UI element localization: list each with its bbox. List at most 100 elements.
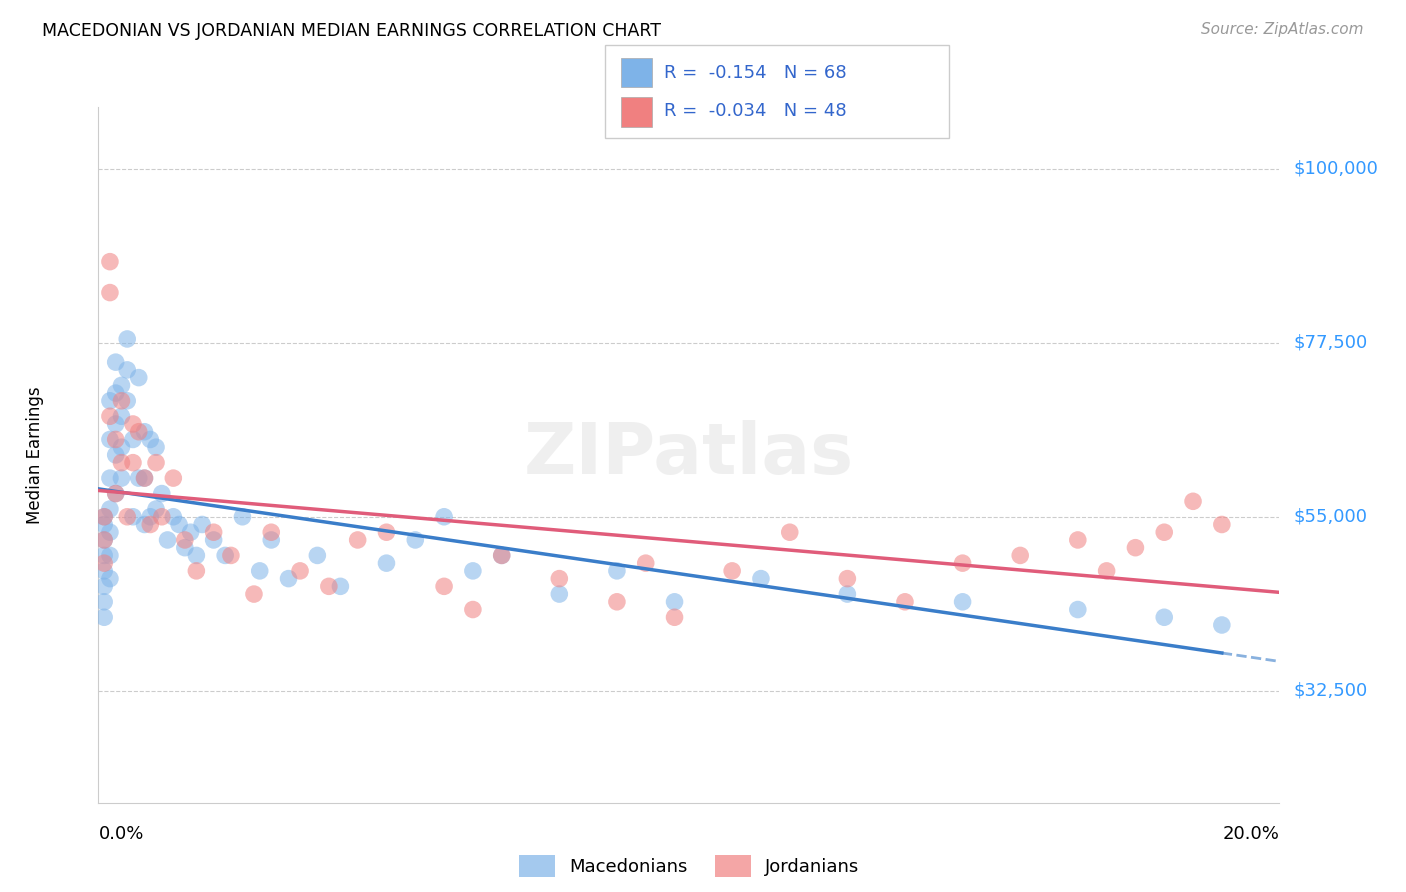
Point: [93, 509, 115, 524]
Point: [104, 417, 127, 431]
Point: [104, 448, 127, 462]
Point: [110, 409, 132, 424]
Text: $32,500: $32,500: [1294, 681, 1368, 699]
Point: [115, 393, 138, 408]
Point: [98, 572, 121, 586]
Point: [93, 509, 115, 524]
Point: [173, 533, 195, 547]
Point: [260, 525, 283, 540]
Point: [491, 549, 513, 563]
Point: [433, 579, 456, 593]
Point: [110, 393, 132, 408]
Point: [145, 502, 167, 516]
Point: [162, 471, 184, 485]
Point: [952, 556, 974, 570]
Point: [134, 517, 156, 532]
Point: [186, 549, 208, 563]
Point: [93, 549, 115, 563]
Point: [1010, 549, 1032, 563]
Text: Median Earnings: Median Earnings: [27, 386, 44, 524]
Point: [548, 587, 571, 601]
Point: [219, 549, 242, 563]
Point: [104, 486, 127, 500]
Point: [156, 533, 179, 547]
Point: [128, 370, 150, 384]
Point: [375, 525, 398, 540]
Point: [491, 549, 513, 563]
Point: [606, 564, 628, 578]
Point: [98, 285, 121, 300]
Point: [110, 471, 132, 485]
Point: [721, 564, 744, 578]
Point: [104, 386, 127, 401]
Point: [952, 595, 974, 609]
Point: [98, 409, 121, 424]
Point: [329, 579, 352, 593]
Legend: Macedonians, Jordanians: Macedonians, Jordanians: [512, 847, 866, 884]
Point: [98, 549, 121, 563]
Point: [98, 525, 121, 540]
Point: [231, 509, 253, 524]
Text: R =  -0.034   N = 48: R = -0.034 N = 48: [664, 103, 846, 120]
Point: [115, 363, 138, 377]
Point: [104, 355, 127, 369]
Point: [93, 533, 115, 547]
Point: [837, 587, 859, 601]
Point: [122, 433, 145, 447]
Text: Source: ZipAtlas.com: Source: ZipAtlas.com: [1201, 22, 1364, 37]
Point: [894, 595, 917, 609]
Point: [548, 572, 571, 586]
Point: [318, 579, 340, 593]
Point: [1211, 618, 1233, 632]
Point: [180, 525, 202, 540]
Point: [837, 572, 859, 586]
Point: [122, 509, 145, 524]
Point: [128, 425, 150, 439]
Point: [664, 595, 686, 609]
Point: [1125, 541, 1147, 555]
Point: [134, 425, 156, 439]
Point: [173, 541, 195, 555]
Point: [110, 440, 132, 454]
Point: [115, 332, 138, 346]
Point: [749, 572, 772, 586]
Point: [1153, 525, 1175, 540]
Text: $77,500: $77,500: [1294, 334, 1368, 351]
Point: [260, 533, 283, 547]
Point: [128, 471, 150, 485]
Point: [139, 509, 162, 524]
Point: [145, 440, 167, 454]
Point: [93, 579, 115, 593]
Text: $55,000: $55,000: [1294, 508, 1368, 525]
Point: [461, 564, 484, 578]
Point: [167, 517, 190, 532]
Point: [634, 556, 657, 570]
Point: [214, 549, 236, 563]
Point: [249, 564, 271, 578]
Point: [461, 602, 484, 616]
Point: [1095, 564, 1118, 578]
Point: [150, 486, 173, 500]
Point: [139, 433, 162, 447]
Point: [93, 517, 115, 532]
Point: [98, 471, 121, 485]
Point: [664, 610, 686, 624]
Text: ZIPatlas: ZIPatlas: [524, 420, 853, 490]
Point: [404, 533, 426, 547]
Point: [134, 471, 156, 485]
Point: [1067, 533, 1090, 547]
Point: [779, 525, 801, 540]
Point: [150, 509, 173, 524]
Point: [307, 549, 329, 563]
Point: [122, 417, 145, 431]
Text: $100,000: $100,000: [1294, 160, 1378, 178]
Point: [93, 556, 115, 570]
Text: 20.0%: 20.0%: [1223, 825, 1279, 843]
Point: [139, 517, 162, 532]
Point: [277, 572, 299, 586]
Point: [98, 254, 121, 268]
Point: [202, 525, 225, 540]
Point: [1153, 610, 1175, 624]
Point: [145, 456, 167, 470]
Point: [606, 595, 628, 609]
